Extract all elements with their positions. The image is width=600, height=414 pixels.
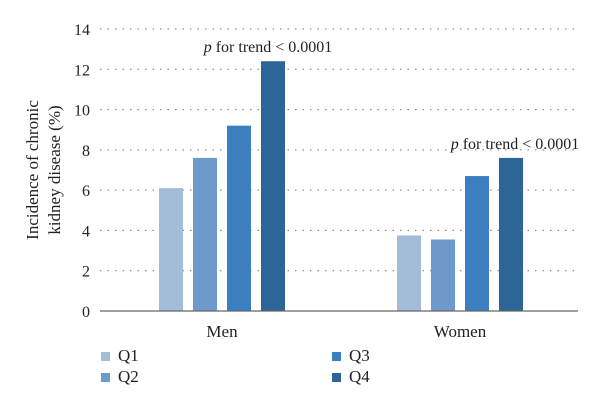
y-tick-label: 14 <box>74 22 90 39</box>
y-tick-label: 4 <box>82 223 90 240</box>
y-axis-title-text: Incidence of chronic kidney disease (%) <box>23 100 64 240</box>
category-labels: Men Women <box>206 322 486 341</box>
legend-item-q4: Q4 <box>332 367 370 386</box>
legend-label: Q2 <box>118 367 139 386</box>
y-tick-label: 12 <box>74 62 90 79</box>
legend-swatch <box>101 352 110 361</box>
legend-label: Q4 <box>349 367 370 386</box>
legend-item-q1: Q1 <box>101 346 139 365</box>
legend-swatch <box>332 373 341 382</box>
bar-q3-men <box>227 125 251 311</box>
y-tick-label: 8 <box>82 143 90 160</box>
legend: Q1 Q2 Q3 Q4 <box>101 346 370 386</box>
trend-annotation: p for trend < 0.0001 <box>450 136 580 153</box>
bar-q4-women <box>499 157 523 311</box>
grid-lines <box>100 28 578 272</box>
legend-item-q3: Q3 <box>332 346 370 365</box>
bar-q2-men <box>193 157 217 311</box>
bar-q1-men <box>159 188 183 311</box>
legend-swatch <box>101 373 110 382</box>
legend-swatch <box>332 352 341 361</box>
y-tick-label: 6 <box>82 183 90 200</box>
y-tick-label: 0 <box>82 304 90 321</box>
legend-label: Q1 <box>118 346 139 365</box>
category-label: Men <box>206 322 238 341</box>
annotations: p for trend < 0.0001 p for trend < 0.0001 <box>203 39 580 153</box>
bar-q4-men <box>261 61 285 311</box>
bar-q3-women <box>465 176 489 311</box>
legend-label: Q3 <box>349 346 370 365</box>
trend-annotation: p for trend < 0.0001 <box>203 39 333 56</box>
y-tick-label: 2 <box>82 264 90 281</box>
category-label: Women <box>434 322 487 341</box>
bars <box>159 61 523 311</box>
y-axis-title: Incidence of chronic kidney disease (%) <box>23 100 64 240</box>
y-tick-label: 10 <box>74 103 90 120</box>
legend-item-q2: Q2 <box>101 367 139 386</box>
bar-q1-women <box>397 235 421 311</box>
y-tick-labels: 0 2 4 6 8 10 12 14 <box>74 22 90 321</box>
bar-q2-women <box>431 239 455 311</box>
